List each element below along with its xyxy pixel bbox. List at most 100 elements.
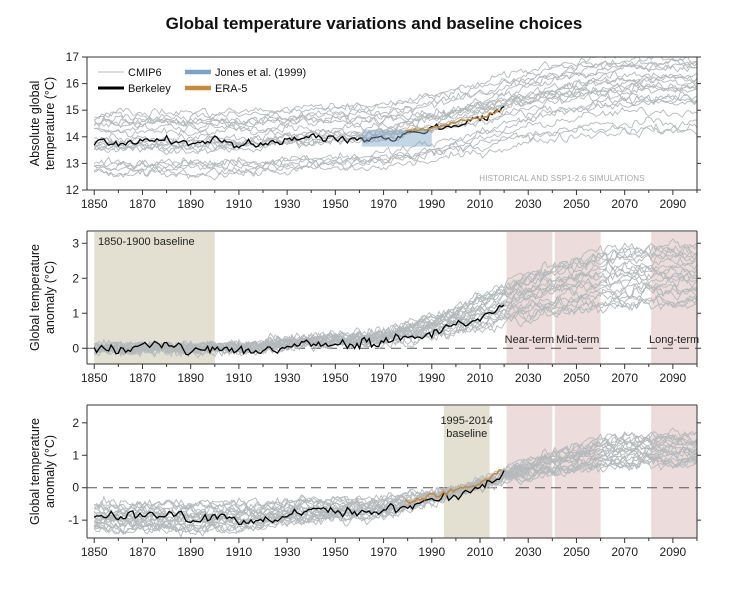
x-tick-label: 1990 xyxy=(418,197,445,211)
x-tick-label: 1870 xyxy=(129,371,156,385)
x-tick-label: 1850 xyxy=(81,545,108,559)
x-tick-label: 1890 xyxy=(177,197,204,211)
x-tick-label: 1890 xyxy=(177,371,204,385)
x-tick-label: 2090 xyxy=(660,197,687,211)
y-tick-label: 1 xyxy=(72,306,79,320)
cmip6-model-line-3 xyxy=(93,93,697,178)
x-tick-label: 1870 xyxy=(129,545,156,559)
cmip6-model-line-17 xyxy=(93,248,697,356)
baseline-label: 1995-2014 baseline xyxy=(440,415,493,440)
period-shade-1 xyxy=(554,406,601,538)
cmip6-model-line-10 xyxy=(94,253,697,357)
era5-line xyxy=(405,109,502,132)
berkeley-line xyxy=(93,105,505,149)
cmip6-model-line-16 xyxy=(93,90,697,152)
y-tick-label: 2 xyxy=(72,271,79,285)
baseline-label: 1850-1900 baseline xyxy=(98,236,195,248)
panel-absolute-temperature: 1850 1870 1890 1910 1930 1950 1970 1990 2010 2030… xyxy=(28,50,701,211)
y-tick-label: 12 xyxy=(66,183,80,197)
period-shade-2 xyxy=(651,406,697,538)
y-tick-label: -1 xyxy=(68,513,79,527)
x-tick-label: 2030 xyxy=(515,371,542,385)
x-tick-label: 1970 xyxy=(370,197,397,211)
x-tick-label: 1870 xyxy=(129,197,156,211)
baseline-shade xyxy=(443,406,490,538)
x-tick-label: 1970 xyxy=(370,545,397,559)
x-tick-label: 1850 xyxy=(81,197,108,211)
period-label-0: Near-term xyxy=(505,334,555,346)
y-tick-label: 2 xyxy=(72,416,79,430)
x-tick-label: 1950 xyxy=(322,371,349,385)
y-tick-label: 1 xyxy=(72,448,79,462)
x-tick-label: 1910 xyxy=(226,197,253,211)
x-tick-label: 1970 xyxy=(370,371,397,385)
era5-line xyxy=(404,468,502,505)
x-tick-label: 2010 xyxy=(467,545,494,559)
cmip6-ensemble xyxy=(93,57,697,181)
cmip6-model-line-20 xyxy=(94,106,697,175)
period-label-1: Mid-term xyxy=(556,334,599,346)
cmip6-model-line-18 xyxy=(94,124,697,181)
cmip6-model-line-17 xyxy=(93,434,697,535)
legend-label-era5: ERA-5 xyxy=(215,83,247,95)
cmip6-model-line-19 xyxy=(94,249,697,356)
x-tick-label: 1950 xyxy=(322,545,349,559)
y-tick-label: 0 xyxy=(72,341,79,355)
x-tick-label: 1910 xyxy=(226,371,253,385)
cmip6-model-line-10 xyxy=(94,75,697,154)
x-tick-label: 1990 xyxy=(418,371,445,385)
cmip6-model-line-13 xyxy=(94,295,697,359)
x-tick-label: 2050 xyxy=(563,197,590,211)
cmip6-model-line-15 xyxy=(94,78,697,134)
y-axis-label: Absolute globaltemperature (°C) xyxy=(28,77,57,170)
x-tick-label: 2050 xyxy=(563,371,590,385)
legend-label-jones: Jones et al. (1999) xyxy=(215,67,306,79)
x-tick-label: 2010 xyxy=(467,371,494,385)
legend: CMIP6 Berkeley Jones et al. (1999) ERA-5 xyxy=(98,67,306,95)
x-tick-label: 2090 xyxy=(660,545,687,559)
y-tick-label: 16 xyxy=(66,77,80,91)
period-label-2: Long-term xyxy=(649,334,699,346)
x-tick-label: 2070 xyxy=(611,197,638,211)
x-tick-label: 1890 xyxy=(177,545,204,559)
y-tick-label: 0 xyxy=(72,481,79,495)
panel-anomaly-1995-2014: 1850 1870 1890 1910 1930 1950 1970 1990 2010 2030… xyxy=(28,404,701,559)
cmip6-model-line-4 xyxy=(94,95,697,169)
x-tick-label: 1930 xyxy=(274,545,301,559)
berkeley-line xyxy=(93,470,505,525)
x-tick-label: 2030 xyxy=(515,545,542,559)
cmip6-model-line-15 xyxy=(94,451,697,520)
cmip6-model-line-14 xyxy=(93,427,697,538)
cmip6-model-line-21 xyxy=(94,443,697,525)
cmip6-model-line-21 xyxy=(94,57,697,119)
legend-label-cmip6: CMIP6 xyxy=(128,67,162,79)
chart-title: Global temperature variations and baseli… xyxy=(166,14,583,33)
cmip6-ensemble xyxy=(93,427,697,538)
cmip6-model-line-18 xyxy=(93,451,697,520)
y-axis-label: Global temperatureanomaly (°C) xyxy=(28,244,57,351)
simulation-note: HISTORICAL AND SSP1-2.6 SIMULATIONS xyxy=(479,174,645,183)
cmip6-model-line-17 xyxy=(93,73,697,156)
y-tick-label: 13 xyxy=(66,156,80,170)
cmip6-model-line-19 xyxy=(94,70,697,152)
cmip6-model-line-13 xyxy=(94,455,697,514)
x-tick-label: 1930 xyxy=(274,197,301,211)
y-tick-label: 15 xyxy=(66,103,80,117)
x-tick-label: 2010 xyxy=(467,197,494,211)
x-tick-label: 2070 xyxy=(611,371,638,385)
x-tick-label: 1850 xyxy=(81,371,108,385)
y-tick-label: 17 xyxy=(66,50,80,64)
x-tick-label: 1930 xyxy=(274,371,301,385)
y-tick-label: 3 xyxy=(72,236,79,250)
cmip6-model-line-12 xyxy=(93,116,697,171)
cmip6-model-line-7 xyxy=(93,57,650,125)
legend-label-berkeley: Berkeley xyxy=(128,83,171,95)
x-tick-label: 1950 xyxy=(322,197,349,211)
x-tick-label: 2090 xyxy=(660,371,687,385)
x-tick-label: 1990 xyxy=(418,545,445,559)
y-axis-label: Global temperatureanomaly (°C) xyxy=(28,418,57,525)
cmip6-model-line-19 xyxy=(94,436,697,535)
y-tick-label: 14 xyxy=(66,130,80,144)
x-tick-label: 2030 xyxy=(515,197,542,211)
